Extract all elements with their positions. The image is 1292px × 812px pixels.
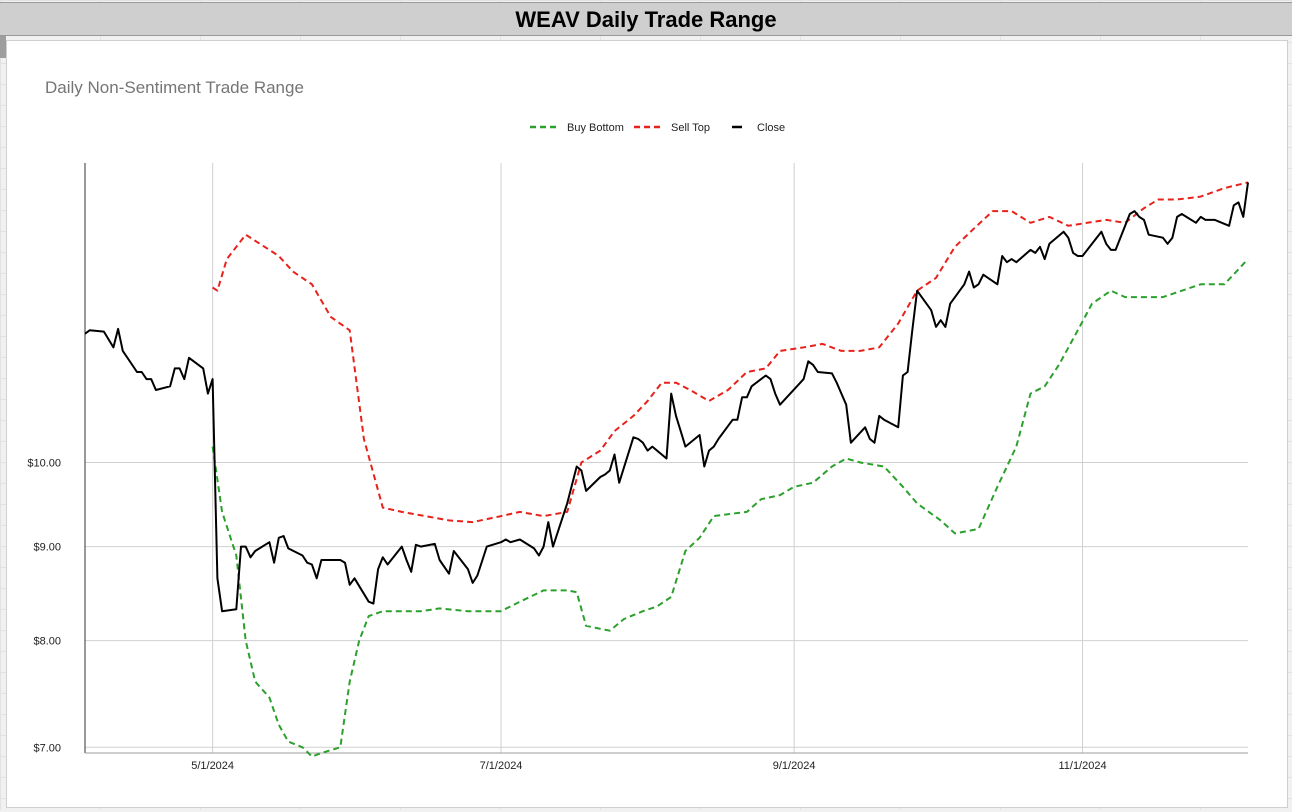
x-tick-label: 5/1/2024 [191, 760, 234, 772]
series-line-close [84, 182, 1249, 613]
sheet-title-bar: WEAV Daily Trade Range [0, 2, 1292, 36]
chart-title: Daily Non-Sentiment Trade Range [45, 78, 304, 97]
series-line-buy-bottom [211, 258, 1249, 758]
legend-label: Close [757, 122, 785, 134]
x-tick-label: 7/1/2024 [480, 760, 523, 772]
chart-legend: Buy Bottom Sell Top Close [530, 122, 785, 134]
legend-label: Sell Top [671, 122, 710, 134]
y-tick-label: $10.00 [27, 457, 61, 469]
series-line-sell-top [212, 181, 1249, 524]
sheet-corner-marker [0, 36, 6, 58]
y-tick-label: $8.00 [33, 636, 61, 648]
legend-label: Buy Bottom [567, 122, 624, 134]
chart-axes: $7.00 $8.00 $9.00 $10.00 5/1/2024 7/1/2024 9/1… [27, 163, 1248, 772]
x-tick-label: 9/1/2024 [773, 760, 816, 772]
y-tick-label: $9.00 [33, 542, 61, 554]
x-tick-label: 11/1/2024 [1058, 760, 1106, 772]
sheet-title: WEAV Daily Trade Range [515, 7, 777, 32]
chart-container[interactable]: Daily Non-Sentiment Trade Range Buy Bott… [6, 40, 1288, 808]
y-tick-label: $7.00 [33, 742, 61, 754]
chart-grid [85, 163, 1248, 753]
chart-series [84, 181, 1249, 758]
chart-svg: Daily Non-Sentiment Trade Range Buy Bott… [27, 78, 1249, 772]
